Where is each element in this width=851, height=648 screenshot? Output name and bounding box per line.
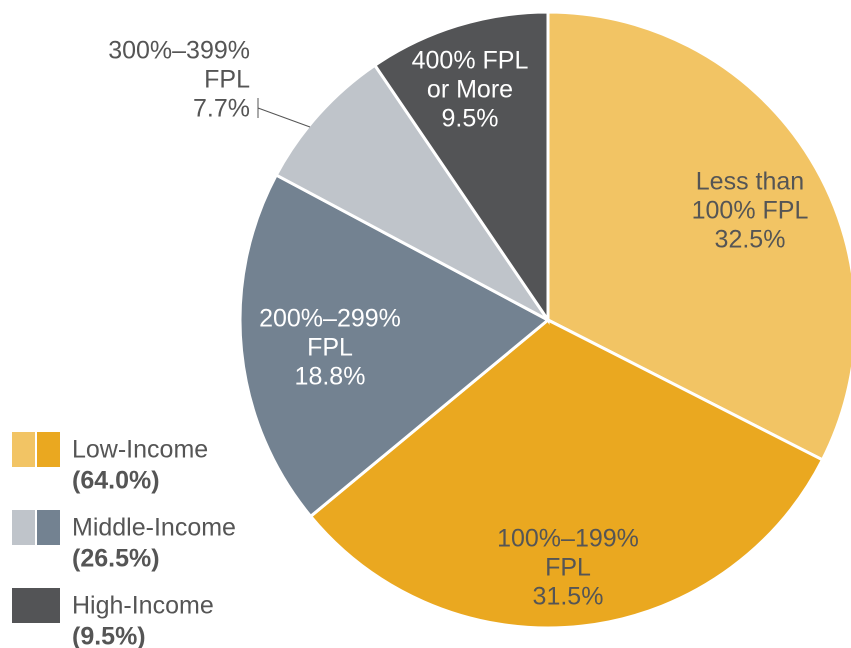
- slice-label: or More: [427, 76, 513, 104]
- slice-label: 100%–199%: [497, 525, 639, 553]
- legend-label: Middle-Income: [72, 514, 236, 542]
- legend-share: (9.5%): [72, 623, 146, 648]
- legend-share: (26.5%): [72, 545, 160, 573]
- slice-label: FPL: [545, 554, 591, 582]
- slice-label: FPL: [307, 334, 353, 362]
- slice-value-label: 9.5%: [442, 105, 499, 133]
- legend-swatch: [12, 588, 60, 623]
- slice-value-label: 7.7%: [193, 95, 250, 123]
- legend-swatch: [37, 510, 60, 545]
- pie-slice: [372, 10, 550, 325]
- pie-slice: [274, 63, 550, 322]
- slice-value-label: 31.5%: [533, 583, 604, 611]
- slice-label: 400% FPL: [412, 47, 529, 75]
- slice-label: 100% FPL: [692, 197, 809, 225]
- legend-label: High-Income: [72, 592, 214, 620]
- pie-slice: [238, 172, 551, 519]
- pie-slice: [308, 318, 825, 630]
- slice-label: Less than: [696, 168, 804, 196]
- slice-value-label: 18.8%: [295, 363, 366, 391]
- legend-swatch: [12, 510, 35, 545]
- legend-label: Low-Income: [72, 436, 208, 464]
- leader-line: [257, 107, 311, 128]
- pie-slice: [546, 10, 851, 462]
- legend-swatch: [12, 432, 35, 467]
- legend-share: (64.0%): [72, 467, 160, 495]
- slice-label: FPL: [204, 66, 250, 94]
- slice-label: 300%–399%: [108, 37, 250, 65]
- slice-value-label: 32.5%: [715, 226, 786, 254]
- slice-label: 200%–299%: [259, 305, 401, 333]
- legend-swatch: [37, 432, 60, 467]
